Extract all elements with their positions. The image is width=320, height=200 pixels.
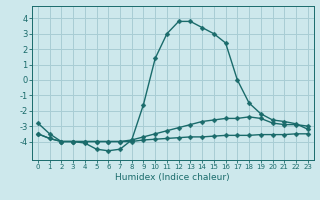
X-axis label: Humidex (Indice chaleur): Humidex (Indice chaleur) (116, 173, 230, 182)
